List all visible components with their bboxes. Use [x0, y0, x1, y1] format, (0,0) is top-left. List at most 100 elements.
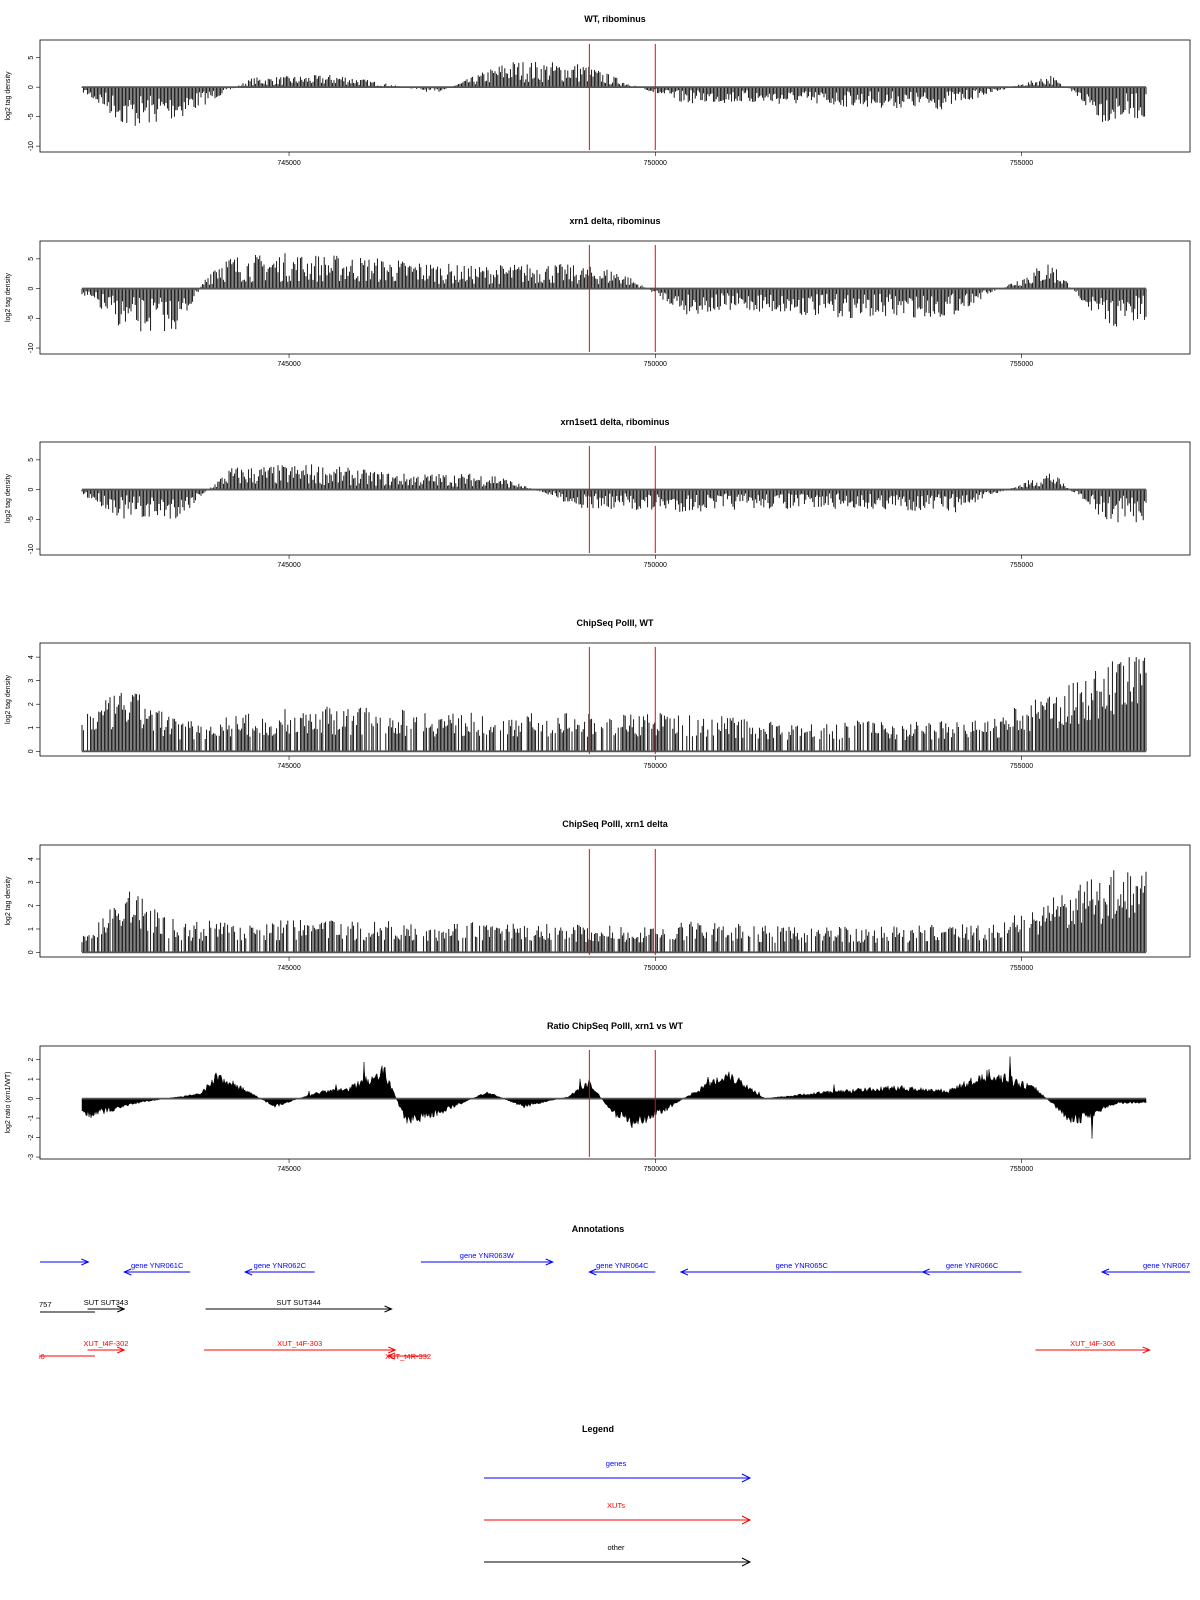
annotation-tracks: gene YNR061C gene YNR062C gene YNR063W gene…	[39, 1251, 1190, 1361]
annotation-feature: gene YNR061C	[122, 1261, 191, 1276]
x-tick-label: 745000	[277, 562, 300, 569]
plot-frame	[39, 642, 1191, 757]
y-tick-label: -5	[28, 113, 35, 119]
feature-label: gene YNR061C	[131, 1261, 184, 1270]
feature-label: gene YNR064C	[596, 1261, 649, 1270]
panel-6: Ratio ChipSeq PolII, xrn1 vs WT -3 -2 -1 0 1 2…	[5, 1021, 1191, 1173]
y-tick-label: 2	[28, 702, 35, 706]
legend-label-xuts: XUTs	[607, 1501, 625, 1510]
y-axis-label: log2 tag density	[5, 876, 12, 926]
x-tick-label: 745000	[277, 361, 300, 368]
x-tick-label: 755000	[1010, 1166, 1033, 1173]
annotation-feature: gene YNR062C	[243, 1261, 315, 1276]
plot-frame	[39, 39, 1191, 153]
feature-label: XUT_t4F-303	[277, 1339, 322, 1348]
y-tick-label: 2	[28, 1058, 35, 1062]
annotation-feature: 757	[39, 1300, 95, 1313]
feature-label: XUT_t4R-332	[385, 1352, 431, 1361]
ratio-area	[81, 1056, 1147, 1139]
legend-arrow-genes	[741, 1473, 752, 1483]
y-axis-label: log2 ratio (xrn1/WT)	[5, 1072, 12, 1134]
feature-arrowhead	[384, 1305, 393, 1313]
y-tick-label: -10	[28, 141, 35, 151]
feature-arrowhead	[1142, 1346, 1151, 1354]
x-tick-label: 750000	[644, 763, 667, 770]
y-tick-label: -10	[28, 343, 35, 353]
panel-title: WT, ribominus	[584, 14, 646, 24]
feature-label: SUT SUT343	[84, 1298, 128, 1307]
x-tick-label: 745000	[277, 763, 300, 770]
annotation-feature: XUT_t4F-302	[83, 1339, 128, 1354]
y-tick-label: 0	[28, 749, 35, 753]
panel-5: ChipSeq PolII, xrn1 delta 0 1 2 3 4 log2 tag d…	[5, 819, 1191, 972]
y-tick-label: -2	[28, 1134, 35, 1140]
feature-label: XUT_t4F-302	[83, 1339, 128, 1348]
x-tick-label: 755000	[1010, 763, 1033, 770]
y-tick-label: 1	[28, 1077, 35, 1081]
annotation-feature: XUT_t4F-303	[204, 1339, 397, 1354]
annotation-feature: XUT_t4F-306	[1035, 1339, 1151, 1354]
y-tick-label: -10	[28, 544, 35, 554]
x-tick-label: 745000	[277, 160, 300, 167]
annotation-feature: i0	[39, 1352, 95, 1361]
annotation-feature	[40, 1258, 90, 1266]
y-tick-label: 0	[28, 85, 35, 89]
feature-label: XUT_t4F-306	[1070, 1339, 1115, 1348]
annotation-feature: SUT SUT343	[84, 1298, 128, 1313]
annotation-feature: gene YNR065C	[679, 1261, 923, 1276]
feature-arrowhead	[122, 1268, 132, 1276]
annotation-feature: gene YNR067	[1100, 1261, 1190, 1276]
y-tick-label: 0	[28, 287, 35, 291]
feature-label: 757	[39, 1300, 52, 1309]
y-tick-label: 5	[28, 458, 35, 462]
annotation-feature: SUT SUT344	[205, 1298, 393, 1313]
y-tick-label: 0	[28, 488, 35, 492]
feature-label: gene YNR062C	[254, 1261, 307, 1270]
bar-series	[81, 253, 1147, 332]
bars	[81, 253, 1147, 332]
annotation-feature: gene YNR066C	[921, 1261, 1022, 1276]
legend-arrow-other	[741, 1557, 752, 1567]
panel-title: ChipSeq PolII, xrn1 delta	[562, 819, 669, 829]
y-tick-label: 4	[28, 857, 35, 861]
y-tick-label: 4	[28, 655, 35, 659]
bars	[81, 464, 1147, 523]
annotation-feature: gene YNR064C	[588, 1261, 656, 1276]
plot-frame	[39, 844, 1191, 958]
panel-3: xrn1set1 delta, ribominus -10 -5 0 5 log2 tag…	[5, 417, 1191, 569]
x-tick-label: 750000	[644, 160, 667, 167]
annotations-title: Annotations	[572, 1224, 625, 1234]
x-tick-label: 755000	[1010, 160, 1033, 167]
feature-label: gene YNR063W	[460, 1251, 515, 1260]
legend-entry-xuts: XUTs	[484, 1501, 752, 1525]
legend-label-other: other	[607, 1543, 625, 1552]
plot-frame	[39, 1045, 1191, 1160]
feature-arrowhead	[243, 1268, 253, 1276]
feature-arrowhead	[386, 1352, 396, 1360]
bar-series	[81, 657, 1147, 752]
panel-2: xrn1 delta, ribominus -10 -5 0 5 log2 tag den…	[5, 216, 1191, 368]
x-tick-label: 755000	[1010, 562, 1033, 569]
y-axis-label: log2 tag density	[5, 473, 12, 523]
panel-title: ChipSeq PolII, WT	[577, 618, 654, 628]
feature-arrowhead	[921, 1268, 930, 1276]
y-tick-label: -3	[28, 1154, 35, 1160]
x-tick-label: 750000	[644, 965, 667, 972]
feature-arrowhead	[588, 1268, 597, 1276]
y-tick-label: 0	[28, 1097, 35, 1101]
y-tick-label: 5	[28, 56, 35, 60]
y-tick-label: 5	[28, 257, 35, 261]
y-tick-label: 2	[28, 904, 35, 908]
plot-frame	[39, 441, 1191, 556]
x-tick-label: 750000	[644, 1166, 667, 1173]
annotation-feature: XUT_t4R-332	[385, 1352, 431, 1361]
legend-label-genes: genes	[606, 1459, 627, 1468]
y-axis-label: log2 tag density	[5, 674, 12, 724]
panel-title: Ratio ChipSeq PolII, xrn1 vs WT	[547, 1021, 684, 1031]
feature-label: gene YNR066C	[946, 1261, 999, 1270]
annotation-feature: gene YNR063W	[420, 1251, 555, 1266]
legend-arrow-xuts	[741, 1515, 752, 1525]
x-tick-label: 745000	[277, 965, 300, 972]
bars	[81, 870, 1147, 953]
feature-arrowhead	[81, 1258, 90, 1266]
